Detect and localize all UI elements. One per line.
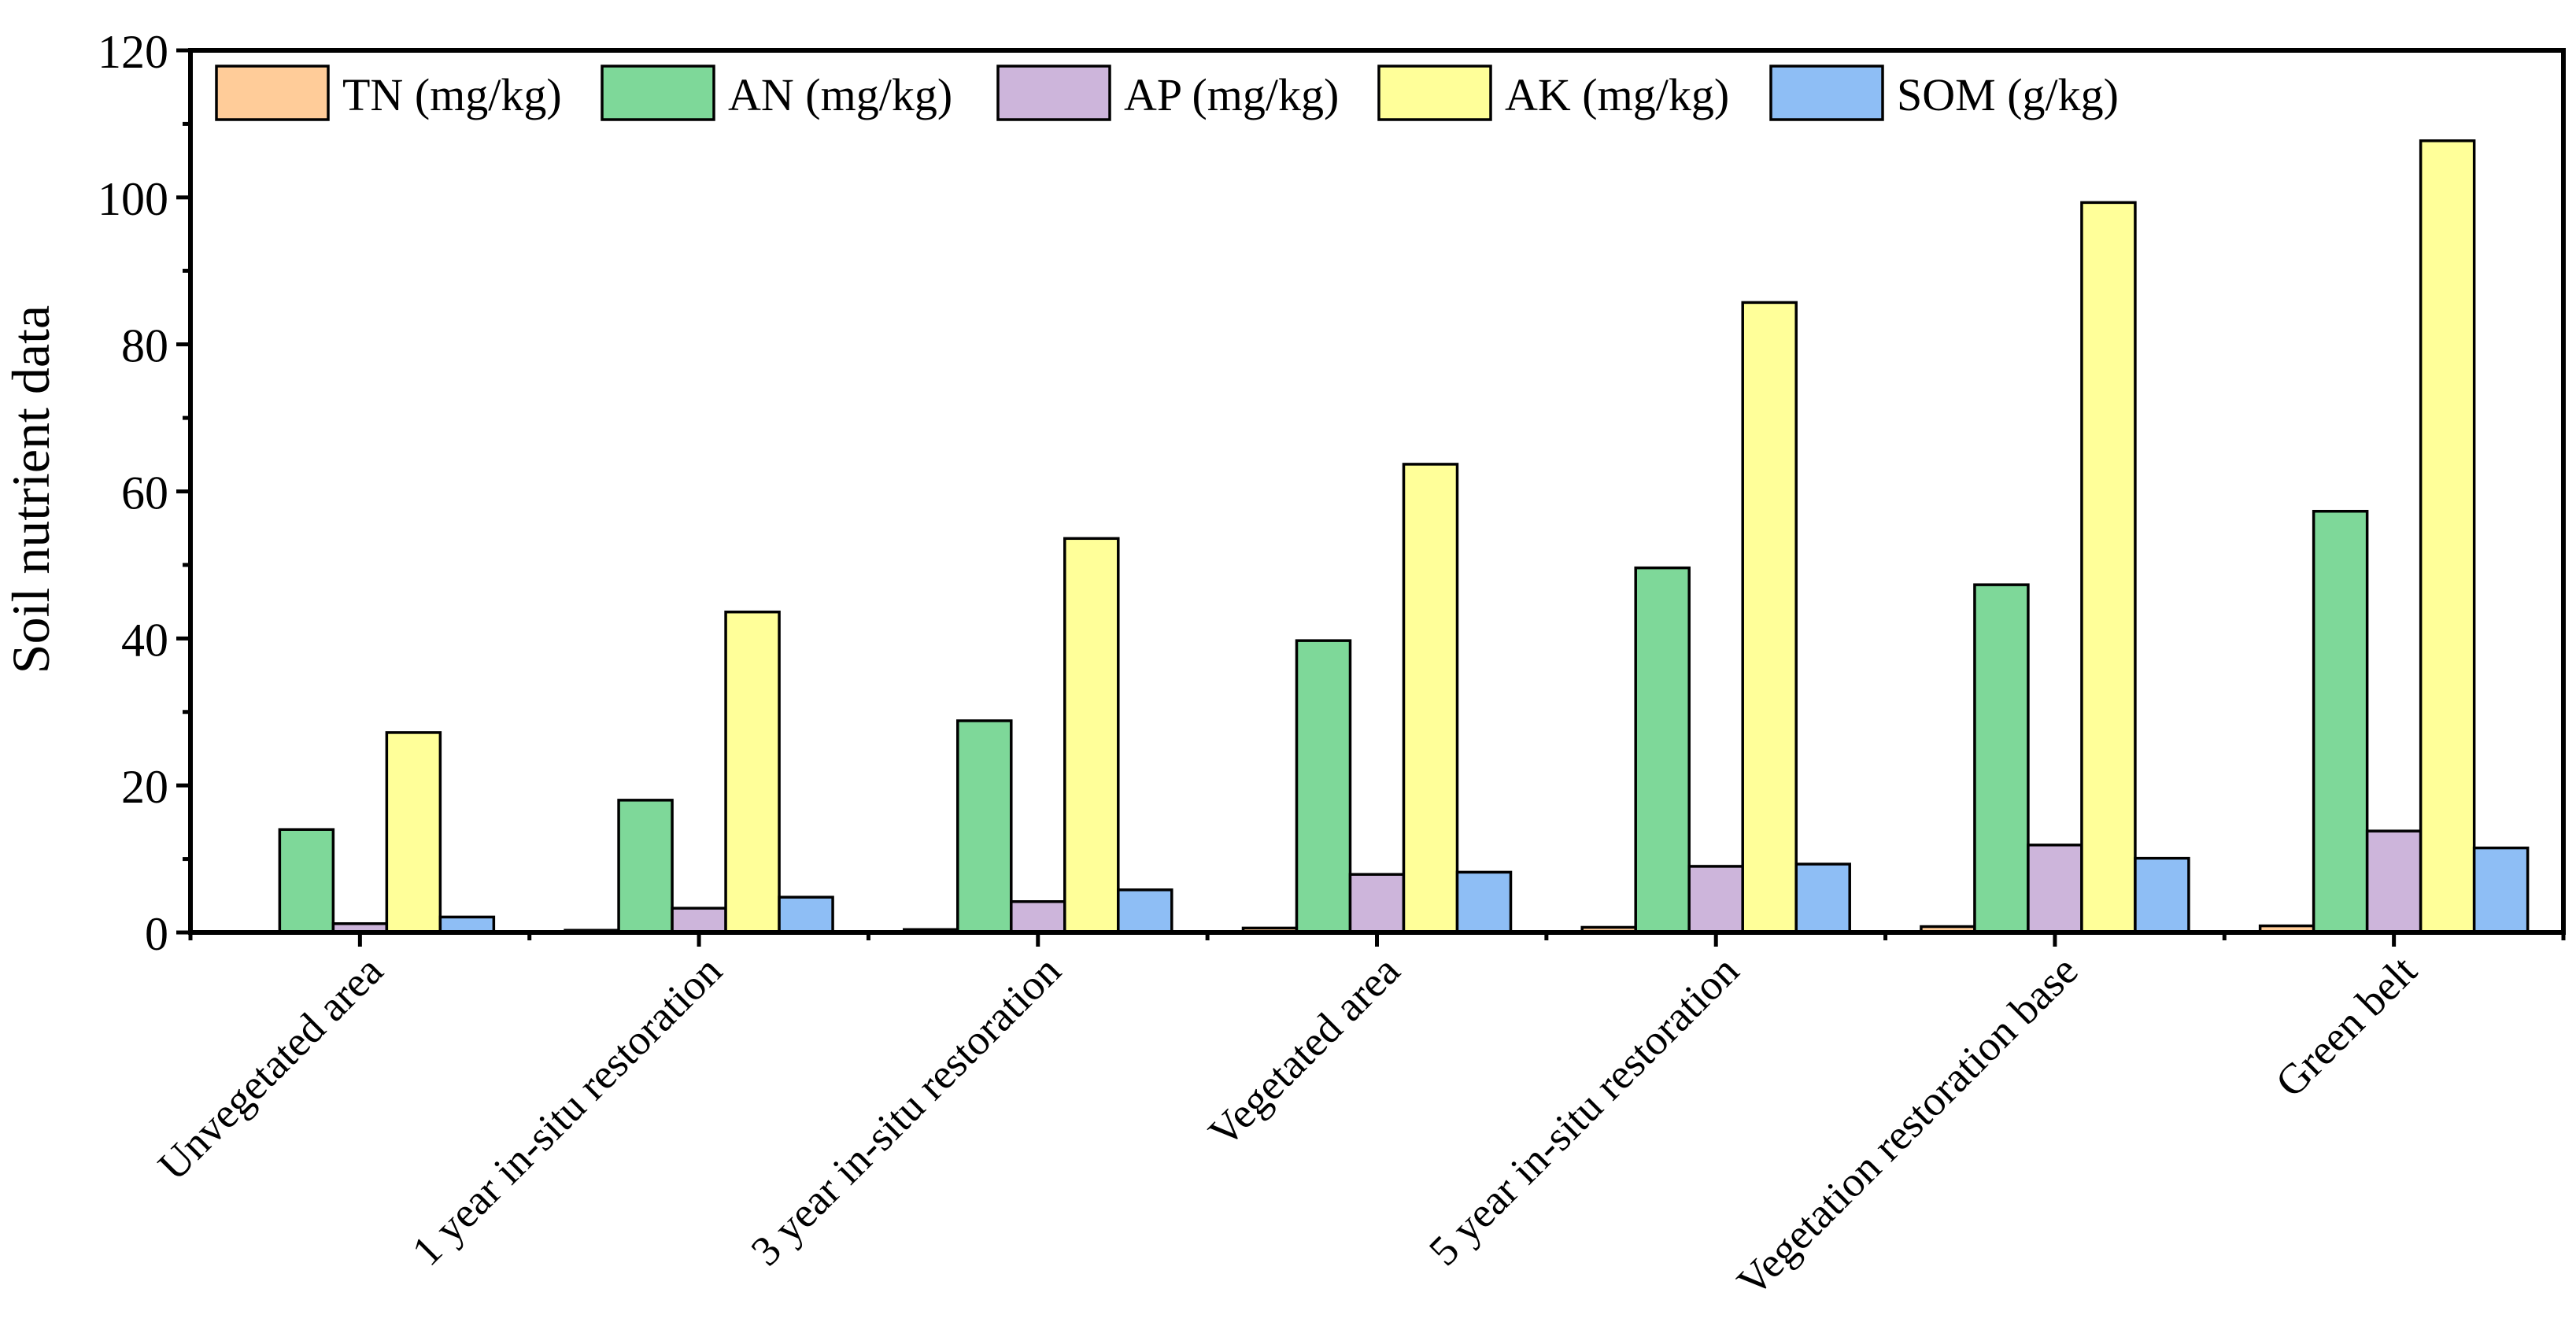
plot-frame xyxy=(188,48,2566,935)
x-tick-label: Green belt xyxy=(2267,947,2426,1106)
bar-ak-3 xyxy=(1063,537,1120,934)
bar-som-2 xyxy=(778,895,834,934)
bar-an-1 xyxy=(278,828,335,934)
legend-swatch-ap xyxy=(996,65,1111,121)
bar-an-2 xyxy=(617,799,674,934)
legend-swatch-ak xyxy=(1377,65,1492,121)
x-tick-label: Vegetated area xyxy=(1199,947,1409,1156)
bars-layer xyxy=(224,139,2530,934)
bar-ap-5 xyxy=(1687,865,1744,934)
y-tick-label: 40 xyxy=(121,614,168,666)
bar-an-5 xyxy=(1634,566,1691,934)
y-tick-label: 0 xyxy=(145,908,168,960)
bar-som-3 xyxy=(1117,888,1173,934)
bar-ak-4 xyxy=(1402,463,1459,934)
bar-ap-4 xyxy=(1348,873,1406,934)
bar-an-6 xyxy=(1973,583,2030,934)
legend-swatch-an xyxy=(601,65,715,121)
bar-ap-6 xyxy=(2027,844,2083,934)
axes-layer xyxy=(176,48,2566,947)
legend-label-ap: AP (mg/kg) xyxy=(1124,69,1339,120)
y-tick-label: 100 xyxy=(98,173,168,225)
x-tick-label: Unvegetated area xyxy=(149,947,392,1190)
legend: TN (mg/kg) AN (mg/kg) AP (mg/kg) AK (mg/kg)… xyxy=(215,65,2119,121)
bar-an-7 xyxy=(2312,509,2369,934)
bar-ap-2 xyxy=(671,907,727,934)
bar-an-4 xyxy=(1295,639,1352,934)
legend-swatch-tn xyxy=(215,65,330,121)
bar-an-3 xyxy=(956,719,1013,934)
x-tick-label: 1 year in-situ restoration xyxy=(403,947,731,1275)
bar-som-5 xyxy=(1794,862,1851,934)
y-axis-label: Soil nutrient data xyxy=(1,305,61,674)
bar-ap-3 xyxy=(1010,900,1066,934)
x-tick-label: 5 year in-situ restoration xyxy=(1420,947,1748,1275)
bar-ak-7 xyxy=(2419,139,2476,934)
bar-som-4 xyxy=(1455,870,1513,934)
legend-label-som: SOM (g/kg) xyxy=(1897,69,2119,120)
bar-ak-1 xyxy=(385,731,442,934)
tick-labels-layer: 0 20 40 60 80 100 120 Unvegetated area 1 year in… xyxy=(98,26,2426,1305)
x-tick-label: Vegetation restoration base xyxy=(1728,947,2086,1305)
y-tick-label: 60 xyxy=(121,467,168,519)
bar-ak-5 xyxy=(1741,301,1798,934)
legend-label-tn: TN (mg/kg) xyxy=(342,69,562,120)
y-tick-label: 20 xyxy=(121,761,168,813)
legend-swatch-som xyxy=(1769,65,1884,121)
y-tick-label: 80 xyxy=(121,320,168,372)
legend-label-an: AN (mg/kg) xyxy=(728,69,952,120)
bar-ap-7 xyxy=(2365,829,2423,934)
legend-label-ak: AK (mg/kg) xyxy=(1505,69,1729,120)
bar-ak-6 xyxy=(2080,201,2137,934)
bar-ak-2 xyxy=(724,610,781,934)
x-tick-label: 3 year in-situ restoration xyxy=(742,947,1070,1275)
bar-som-6 xyxy=(2134,856,2190,934)
y-tick-label: 120 xyxy=(98,26,168,78)
bar-som-7 xyxy=(2472,846,2530,934)
